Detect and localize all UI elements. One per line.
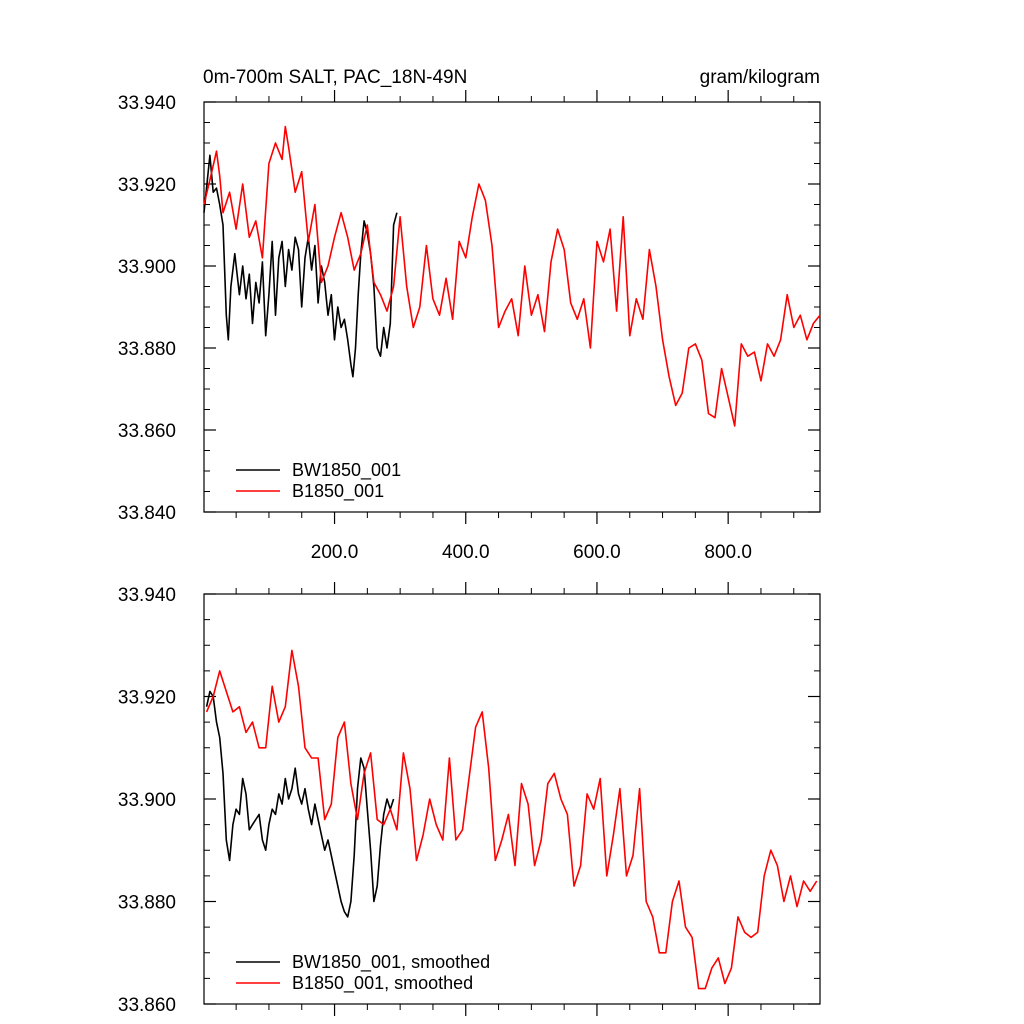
top-series-bw1850-line xyxy=(203,154,398,378)
bottom-series-b1850-line xyxy=(205,649,818,990)
top-frame xyxy=(203,101,821,513)
top-xtick-label: 400.0 xyxy=(442,542,490,563)
top-ytick-label: 33.940 xyxy=(118,93,176,114)
figure-units: gram/kilogram xyxy=(700,67,820,88)
top-xtick-label: 800.0 xyxy=(704,542,752,563)
bottom-frame xyxy=(203,593,821,1005)
figure-title: 0m-700m SALT, PAC_18N-49N xyxy=(203,67,467,88)
top-ytick-label: 33.860 xyxy=(118,421,176,442)
bottom-panel: 33.860 33.880 33.900 33.920 33.940 BW1850_00… xyxy=(118,582,821,1016)
top-plot-area: 33.840 33.860 33.880 33.900 33.920 33.940 200.… xyxy=(118,90,821,563)
top-legend: BW1850_001 B1850_001 xyxy=(236,460,401,502)
top-xtick-label: 600.0 xyxy=(573,542,621,563)
bottom-ytick-label: 33.920 xyxy=(118,688,176,709)
bottom-series-bw1850-line xyxy=(205,690,395,918)
bottom-legend-b-label: B1850_001, smoothed xyxy=(292,973,473,994)
bottom-ytick-label: 33.880 xyxy=(118,893,176,914)
top-ytick-label: 33.920 xyxy=(118,175,176,196)
top-legend-b-label: B1850_001 xyxy=(292,481,384,502)
top-ytick-label: 33.900 xyxy=(118,257,176,278)
bottom-ytick-label: 33.900 xyxy=(118,790,176,811)
top-series-b1850-line xyxy=(203,125,821,427)
top-panel: 33.840 33.860 33.880 33.900 33.920 33.940 200.… xyxy=(118,90,821,563)
top-legend-bw-label: BW1850_001 xyxy=(292,460,401,481)
top-ytick-label: 33.880 xyxy=(118,339,176,360)
bottom-plot-area: 33.860 33.880 33.900 33.920 33.940 xyxy=(118,582,821,1016)
bottom-ytick-label: 33.940 xyxy=(118,585,176,606)
top-ytick-label: 33.840 xyxy=(118,503,176,524)
top-xtick-label: 200.0 xyxy=(311,542,359,563)
bottom-legend: BW1850_001, smoothed B1850_001, smoothed xyxy=(236,952,490,994)
bottom-ytick-label: 33.860 xyxy=(118,995,176,1016)
bottom-legend-bw-label: BW1850_001, smoothed xyxy=(292,952,490,973)
